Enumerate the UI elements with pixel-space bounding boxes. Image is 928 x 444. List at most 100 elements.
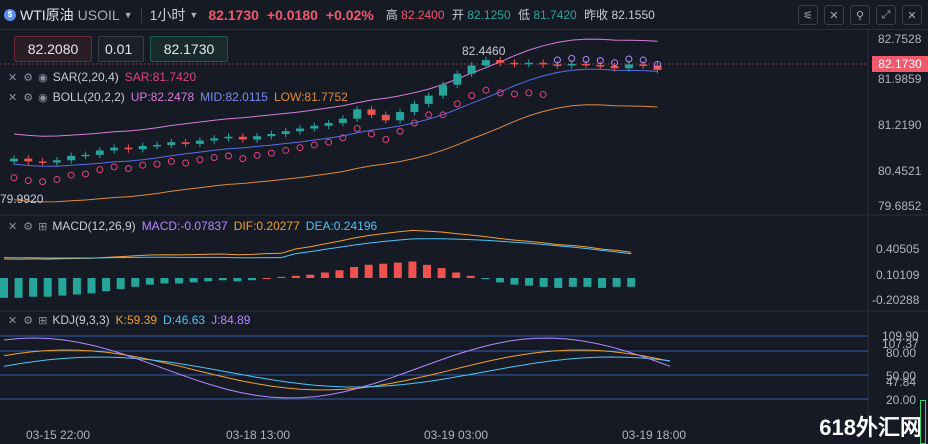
sar-dot bbox=[325, 138, 333, 146]
sar-dot bbox=[10, 174, 18, 182]
sar-dot bbox=[639, 56, 647, 64]
candle-body bbox=[510, 62, 519, 65]
expand-icon[interactable]: ⊞ bbox=[38, 314, 48, 327]
divider bbox=[140, 6, 142, 23]
sar-dot bbox=[496, 89, 504, 97]
close-icon[interactable]: ✕ bbox=[824, 5, 844, 25]
kdj-name: KDJ(9,3,3) bbox=[52, 313, 110, 327]
settings-icon[interactable]: ⚙ bbox=[23, 71, 34, 84]
kdj-axis-label: 47.84 bbox=[886, 375, 917, 389]
interval-chevron-icon[interactable]: ▼ bbox=[189, 9, 199, 20]
kdj-axis-label: 80.00 bbox=[886, 346, 917, 360]
candle-body bbox=[153, 144, 161, 147]
sar-dot bbox=[239, 155, 247, 163]
candle-body bbox=[52, 160, 61, 163]
sar-dot bbox=[210, 154, 218, 162]
macd-bar bbox=[335, 270, 344, 278]
candle-body bbox=[439, 84, 447, 96]
candle-body bbox=[267, 133, 276, 137]
expand-icon[interactable]: ⊞ bbox=[38, 220, 48, 233]
boll-mid: MID:82.0115 bbox=[200, 90, 268, 104]
candle-body bbox=[110, 147, 119, 151]
sar-dot bbox=[139, 161, 147, 169]
candle-body bbox=[238, 136, 247, 140]
chart-settings-icon[interactable]: ⚟ bbox=[798, 5, 818, 25]
macd-bar bbox=[364, 264, 373, 278]
kdj-legend: ✕ ⚙ ⊞ KDJ(9,3,3) K:59.39 D:46.63 J:84.89 bbox=[8, 313, 250, 327]
macd-bar bbox=[14, 278, 23, 298]
candle-body bbox=[410, 103, 419, 113]
macd-bar bbox=[539, 278, 548, 287]
candle-body bbox=[582, 63, 590, 66]
sar-dot bbox=[568, 54, 576, 62]
macd-bar bbox=[350, 267, 359, 278]
sar-value: SAR:81.7420 bbox=[124, 70, 197, 84]
candle-body bbox=[124, 147, 133, 150]
kdj-series bbox=[3, 337, 671, 399]
candle-body bbox=[338, 118, 347, 124]
macd-bar bbox=[554, 278, 563, 288]
macd-bar bbox=[481, 278, 490, 280]
remove-indicator-icon[interactable]: ✕ bbox=[8, 71, 18, 84]
sar-dot bbox=[110, 163, 118, 171]
remove-indicator-icon[interactable]: ✕ bbox=[8, 314, 18, 327]
macd-bar bbox=[510, 278, 519, 285]
sar-dot bbox=[353, 125, 361, 133]
macd-bar bbox=[612, 278, 621, 287]
boll-lower-line bbox=[13, 104, 658, 203]
indicator-icon[interactable]: ⚲ bbox=[850, 5, 870, 25]
macd-bar bbox=[0, 278, 8, 298]
macd-bar bbox=[320, 272, 329, 278]
candle-body bbox=[210, 138, 219, 141]
remove-indicator-icon[interactable]: ✕ bbox=[8, 220, 18, 233]
j-value: J:84.89 bbox=[211, 313, 251, 327]
candle-body bbox=[539, 62, 548, 65]
close-window-icon[interactable]: ✕ bbox=[902, 5, 922, 25]
candle-body bbox=[496, 60, 505, 63]
candle-body bbox=[24, 158, 33, 162]
ohlc-readout: 高 82.2400 开 82.1250 低 81.7420 昨收 82.1550 bbox=[386, 6, 659, 23]
dollar-coin-icon: $ bbox=[4, 8, 16, 21]
open-label: 开 bbox=[451, 8, 464, 22]
sar-dot bbox=[39, 178, 47, 186]
sell-button[interactable]: 82.2080 bbox=[14, 36, 92, 62]
sar-dot bbox=[267, 149, 275, 157]
macd-bar bbox=[29, 278, 38, 297]
interval-selector[interactable]: 1小时 bbox=[149, 6, 186, 23]
candle-body bbox=[453, 73, 462, 85]
candle-body bbox=[553, 64, 562, 66]
settings-icon[interactable]: ⚙ bbox=[23, 220, 34, 233]
sar-dot bbox=[625, 55, 633, 63]
buy-button[interactable]: 82.1730 bbox=[150, 36, 228, 62]
settings-icon[interactable]: ⚙ bbox=[23, 314, 34, 327]
macd-bar bbox=[583, 278, 592, 287]
remove-indicator-icon[interactable]: ✕ bbox=[8, 91, 18, 104]
candle-body bbox=[224, 136, 233, 139]
sar-dot bbox=[296, 144, 304, 152]
visibility-icon[interactable]: ◉ bbox=[38, 71, 48, 84]
candle-body bbox=[596, 64, 605, 67]
symbol-code[interactable]: USOIL bbox=[77, 6, 120, 23]
sar-dot bbox=[396, 127, 404, 135]
fullscreen-icon[interactable]: ⤢ bbox=[876, 5, 896, 25]
dea-line bbox=[3, 238, 632, 259]
boll-mid-line bbox=[13, 68, 658, 167]
time-axis-label: 03-19 03:00 bbox=[424, 428, 489, 442]
macd-bar bbox=[495, 278, 504, 283]
low-label: 低 bbox=[517, 8, 530, 22]
macd-bar bbox=[408, 261, 417, 278]
scroll-handle[interactable] bbox=[920, 400, 926, 444]
quantity-input[interactable]: 0.01 bbox=[98, 36, 144, 62]
visibility-icon[interactable]: ◉ bbox=[38, 91, 48, 104]
symbol-name[interactable]: WTI原油 bbox=[20, 6, 74, 23]
settings-icon[interactable]: ⚙ bbox=[23, 91, 34, 104]
candle-body bbox=[524, 62, 533, 65]
candle-series bbox=[10, 38, 662, 203]
sar-dot bbox=[339, 134, 347, 142]
high-value: 82.2400 bbox=[401, 8, 445, 22]
macd-bar bbox=[379, 263, 388, 278]
sar-dot bbox=[582, 56, 590, 64]
chevron-down-icon[interactable]: ▼ bbox=[123, 9, 133, 20]
sar-dot bbox=[253, 151, 261, 159]
